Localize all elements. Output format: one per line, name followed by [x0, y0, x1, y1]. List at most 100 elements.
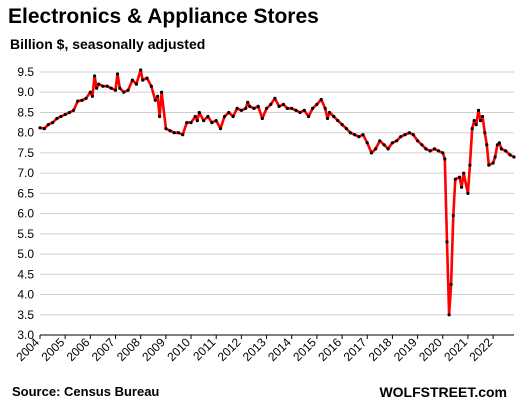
y-tick-label: 8.5: [17, 105, 34, 119]
data-point: [80, 98, 84, 102]
data-point: [483, 131, 487, 135]
data-point: [340, 123, 344, 127]
data-point: [235, 106, 239, 110]
data-point: [164, 127, 168, 131]
data-point: [311, 106, 315, 110]
data-point: [160, 90, 164, 94]
data-point: [158, 114, 162, 119]
data-point: [499, 147, 503, 151]
data-point: [256, 104, 260, 108]
x-tick-label: 2012: [215, 335, 244, 364]
data-point: [478, 119, 483, 123]
data-point: [451, 214, 455, 218]
y-tick-label: 5.0: [17, 247, 34, 261]
data-point: [115, 72, 120, 76]
data-point: [348, 131, 352, 135]
data-point: [153, 98, 157, 102]
data-point: [491, 161, 495, 165]
data-point: [512, 155, 516, 159]
data-point: [134, 82, 138, 86]
data-point: [101, 84, 105, 88]
data-point: [202, 119, 206, 123]
data-point: [51, 121, 55, 125]
data-point: [332, 114, 336, 119]
data-point: [468, 163, 472, 167]
data-point: [458, 175, 462, 179]
data-point: [357, 135, 361, 139]
x-tick-label: 2015: [290, 335, 319, 364]
data-point: [290, 106, 294, 110]
data-point: [353, 133, 357, 137]
data-point: [197, 110, 201, 115]
data-point: [411, 133, 415, 137]
data-point: [395, 139, 399, 143]
data-point: [474, 123, 478, 127]
data-point: [67, 110, 72, 115]
y-tick-label: 7.5: [17, 146, 34, 160]
x-tick-label: 2014: [265, 335, 294, 364]
data-point: [141, 78, 145, 82]
data-point: [185, 121, 189, 125]
data-point: [218, 127, 223, 131]
data-point: [323, 106, 327, 110]
x-tick-label: 2013: [240, 335, 269, 364]
data-point: [416, 139, 420, 143]
data-point: [344, 127, 348, 131]
data-point: [480, 114, 485, 119]
x-tick-label: 2018: [366, 335, 395, 364]
data-point: [105, 84, 109, 88]
x-tick-label: 2021: [441, 335, 470, 364]
data-point: [432, 147, 437, 151]
y-tick-label: 6.0: [17, 207, 34, 221]
y-tick-label: 9.5: [17, 65, 34, 79]
plot-area: [38, 68, 516, 317]
data-point: [298, 110, 302, 115]
data-point: [460, 185, 464, 189]
x-tick-label: 2022: [466, 335, 495, 364]
data-point: [453, 177, 457, 181]
data-point: [449, 282, 453, 286]
data-point: [42, 127, 46, 131]
data-point: [365, 141, 369, 145]
data-point: [294, 108, 298, 112]
data-point: [149, 84, 153, 88]
x-tick-label: 2020: [416, 335, 445, 364]
data-point: [307, 114, 311, 119]
y-tick-label: 5.5: [17, 227, 34, 241]
data-point: [130, 78, 134, 82]
data-point: [156, 94, 160, 98]
data-point: [487, 163, 491, 167]
x-tick-label: 2019: [391, 335, 420, 364]
data-point: [436, 149, 441, 153]
x-tick-label: 2005: [39, 335, 68, 364]
data-point: [248, 104, 252, 108]
data-point: [470, 127, 474, 131]
data-point: [38, 126, 42, 130]
data-point: [403, 133, 407, 137]
data-point: [252, 106, 256, 110]
data-point: [222, 114, 227, 119]
chart-title: Electronics & Appliance Stores: [8, 5, 319, 28]
y-axis-tick-labels: 3.0 3.5 4.0 4.5 5.0 5.5 6.0 6.5 7.0 7.5 8.0 8.5 9.0 9…: [17, 65, 34, 342]
y-tick-label: 6.5: [17, 186, 34, 200]
x-axis-tick-labels: 2004200520062007200820092010201120122013…: [13, 335, 495, 364]
y-tick-label: 4.5: [17, 267, 34, 281]
data-point: [495, 143, 499, 147]
data-point: [244, 106, 248, 110]
data-point: [260, 116, 264, 121]
data-point: [84, 96, 88, 100]
data-point: [325, 116, 330, 121]
data-point: [189, 121, 193, 125]
data-point: [386, 147, 390, 151]
x-tick-label: 2009: [139, 335, 168, 364]
data-point: [145, 76, 149, 80]
data-point: [497, 141, 501, 145]
data-point: [122, 90, 126, 94]
data-point: [181, 133, 185, 137]
data-point: [273, 96, 277, 100]
data-point: [315, 102, 319, 106]
data-point: [59, 114, 63, 119]
data-point: [476, 108, 481, 112]
x-tick-label: 2008: [114, 335, 143, 364]
